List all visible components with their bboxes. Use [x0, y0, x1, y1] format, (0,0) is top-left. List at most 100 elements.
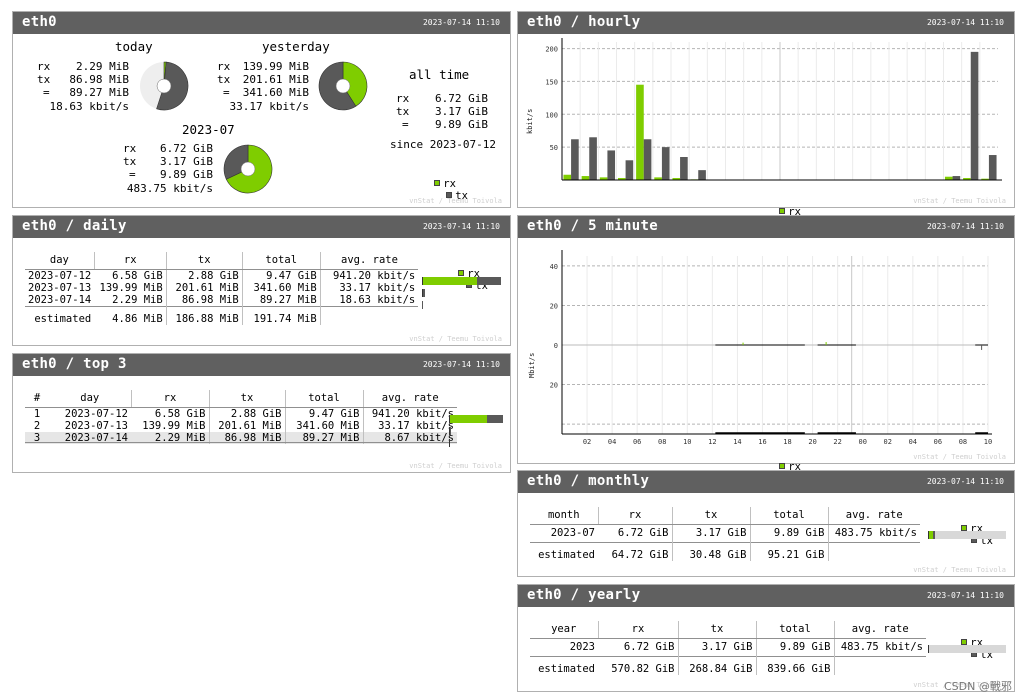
tx-ratio-bar — [422, 301, 423, 309]
tx-bar — [607, 150, 616, 180]
table-header-row: month rx tx total avg. rate — [530, 507, 920, 525]
estimated-row: estimated 64.72 GiB 30.48 GiB 95.21 GiB — [530, 541, 920, 561]
yearly-title: eth0 / yearly — [527, 587, 641, 603]
cell-tx: 2.88 GiB — [166, 269, 243, 282]
yesterday-rx-label: rx — [217, 60, 231, 73]
yesterday-heading: yesterday — [262, 39, 330, 54]
cell-tx: 86.98 MiB — [166, 293, 243, 306]
col-total: total — [750, 507, 829, 525]
top3-date: 2023-07-14 11:10 — [422, 360, 500, 369]
top3-header: eth0 / top 3 2023-07-14 11:10 — [13, 354, 510, 376]
yesterday-eq-label: = — [223, 86, 230, 99]
cell-rx: 6.72 GiB — [598, 638, 679, 656]
alltime-tx-label: tx — [396, 105, 410, 118]
credit: vnStat / Teemu Toivola — [409, 335, 502, 343]
col-total: total — [285, 390, 364, 408]
tx-bar — [571, 139, 579, 180]
yearly-header: eth0 / yearly 2023-07-14 11:10 — [518, 585, 1014, 607]
cell-total: 89.27 MiB — [242, 293, 321, 306]
month-rx: 6.72 GiB — [160, 142, 213, 155]
alltime-since: since 2023-07-12 — [390, 138, 496, 151]
month-rx-label: rx — [123, 142, 137, 155]
cell-tx: 3.17 GiB — [672, 524, 751, 542]
col-rate: avg. rate — [834, 621, 926, 639]
x-tick-label: 04 — [909, 438, 917, 446]
ratio-bar-track — [928, 645, 1006, 653]
monthly-header: eth0 / monthly 2023-07-14 11:10 — [518, 471, 1014, 493]
today-rx: 2.29 MiB — [76, 60, 129, 73]
today-total: 89.27 MiB — [69, 86, 129, 99]
today-tx: 86.98 MiB — [69, 73, 129, 86]
month-eq-label: = — [129, 168, 136, 181]
pie-hole — [240, 161, 256, 177]
cell-year: 2023 — [569, 641, 595, 653]
col-total: total — [756, 621, 835, 639]
rx-legend-label: rx — [443, 178, 456, 190]
alltime-heading: all time — [409, 67, 470, 82]
divider — [25, 442, 457, 443]
rx-bar — [617, 178, 626, 180]
cell-day: 2023-07-14 — [49, 431, 131, 444]
cell-tx: 201.61 MiB — [209, 419, 286, 432]
table-row: 2023-07-12 6.58 GiB 2.88 GiB 9.47 GiB 94… — [25, 269, 418, 282]
cell-tx: 86.98 MiB — [209, 431, 286, 444]
fivemin-chart: 20 0 20 40 Mbit/s 02 04 06 08 10 12 14 16 18 20 22 00 02 0… — [528, 250, 992, 446]
credit: vnStat / Teemu Toivola — [913, 566, 1006, 574]
cell-total: 191.74 MiB — [242, 305, 321, 325]
cell-rank: 3 — [25, 431, 49, 444]
summary-legend: rx tx — [409, 166, 468, 214]
cell-rate: 18.63 kbit/s — [339, 293, 416, 306]
y-tick-label: 50 — [550, 144, 558, 152]
month-total: 9.89 GiB — [160, 168, 213, 181]
col-tx: tx — [672, 507, 751, 525]
tx-bar — [661, 147, 670, 180]
month-tx: 3.17 GiB — [160, 155, 213, 168]
x-tick-label: 02 — [583, 438, 591, 446]
today-eq-label: = — [43, 86, 50, 99]
cell-rx: 570.82 GiB — [598, 655, 679, 675]
month-rate: 483.75 kbit/s — [126, 182, 213, 195]
x-tick-label: 22 — [833, 438, 841, 446]
cell-total: 9.47 GiB — [242, 269, 321, 282]
col-day: day — [49, 390, 132, 408]
x-tick-label: 10 — [683, 438, 691, 446]
fivemin-panel: eth0 / 5 minute 2023-07-14 11:10 20 0 20 40… — [517, 215, 1015, 485]
table-header-row: day rx tx total avg. rate — [25, 252, 419, 270]
daily-title: eth0 / daily — [22, 218, 127, 234]
cell-tx: 3.17 GiB — [678, 638, 757, 656]
rx-legend-swatch — [961, 525, 968, 531]
cell-rate: 33.17 kbit/s — [339, 281, 416, 294]
x-tick-label: 20 — [808, 438, 816, 446]
cell-empty — [828, 541, 920, 561]
fivemin-title: eth0 / 5 minute — [527, 218, 658, 234]
today-tx-label: tx — [37, 73, 51, 86]
cell-estimated-label: estimated — [25, 305, 95, 325]
today-rx-label: rx — [37, 60, 51, 73]
tx-ratio-bar — [487, 415, 503, 423]
cell-day: 2023-07-14 — [28, 293, 92, 306]
cell-rx: 139.99 MiB — [131, 419, 210, 432]
rx-ratio-bar — [928, 531, 933, 539]
yesterday-pie — [318, 61, 368, 111]
y-tick-label: 0 — [554, 342, 558, 350]
cell-estimated-label: estimated — [530, 541, 598, 561]
tx-bar — [643, 139, 652, 180]
table-row: 2023-07-14 2.29 MiB 86.98 MiB 89.27 MiB … — [25, 293, 418, 306]
col-rate: avg. rate — [828, 507, 920, 525]
month-heading: 2023-07 — [182, 122, 235, 137]
daily-date: 2023-07-14 11:10 — [422, 222, 500, 231]
cell-month: 2023-07 — [550, 527, 595, 539]
x-tick-label: 08 — [959, 438, 967, 446]
cell-day: 2023-07-12 — [64, 407, 128, 420]
y-tick-label: 100 — [545, 111, 558, 119]
col-rank: # — [25, 390, 49, 408]
tx-bar — [952, 176, 961, 180]
yesterday-tx: 201.61 MiB — [242, 73, 309, 86]
alltime-rx-label: rx — [396, 92, 410, 105]
alltime-rx: 6.72 GiB — [435, 92, 488, 105]
yesterday-tx-label: tx — [217, 73, 231, 86]
rx-ratio-bar — [422, 277, 477, 285]
col-total: total — [242, 252, 321, 270]
y-axis-label: Mbit/s — [528, 353, 536, 378]
cell-rx: 2.29 MiB — [94, 293, 167, 306]
